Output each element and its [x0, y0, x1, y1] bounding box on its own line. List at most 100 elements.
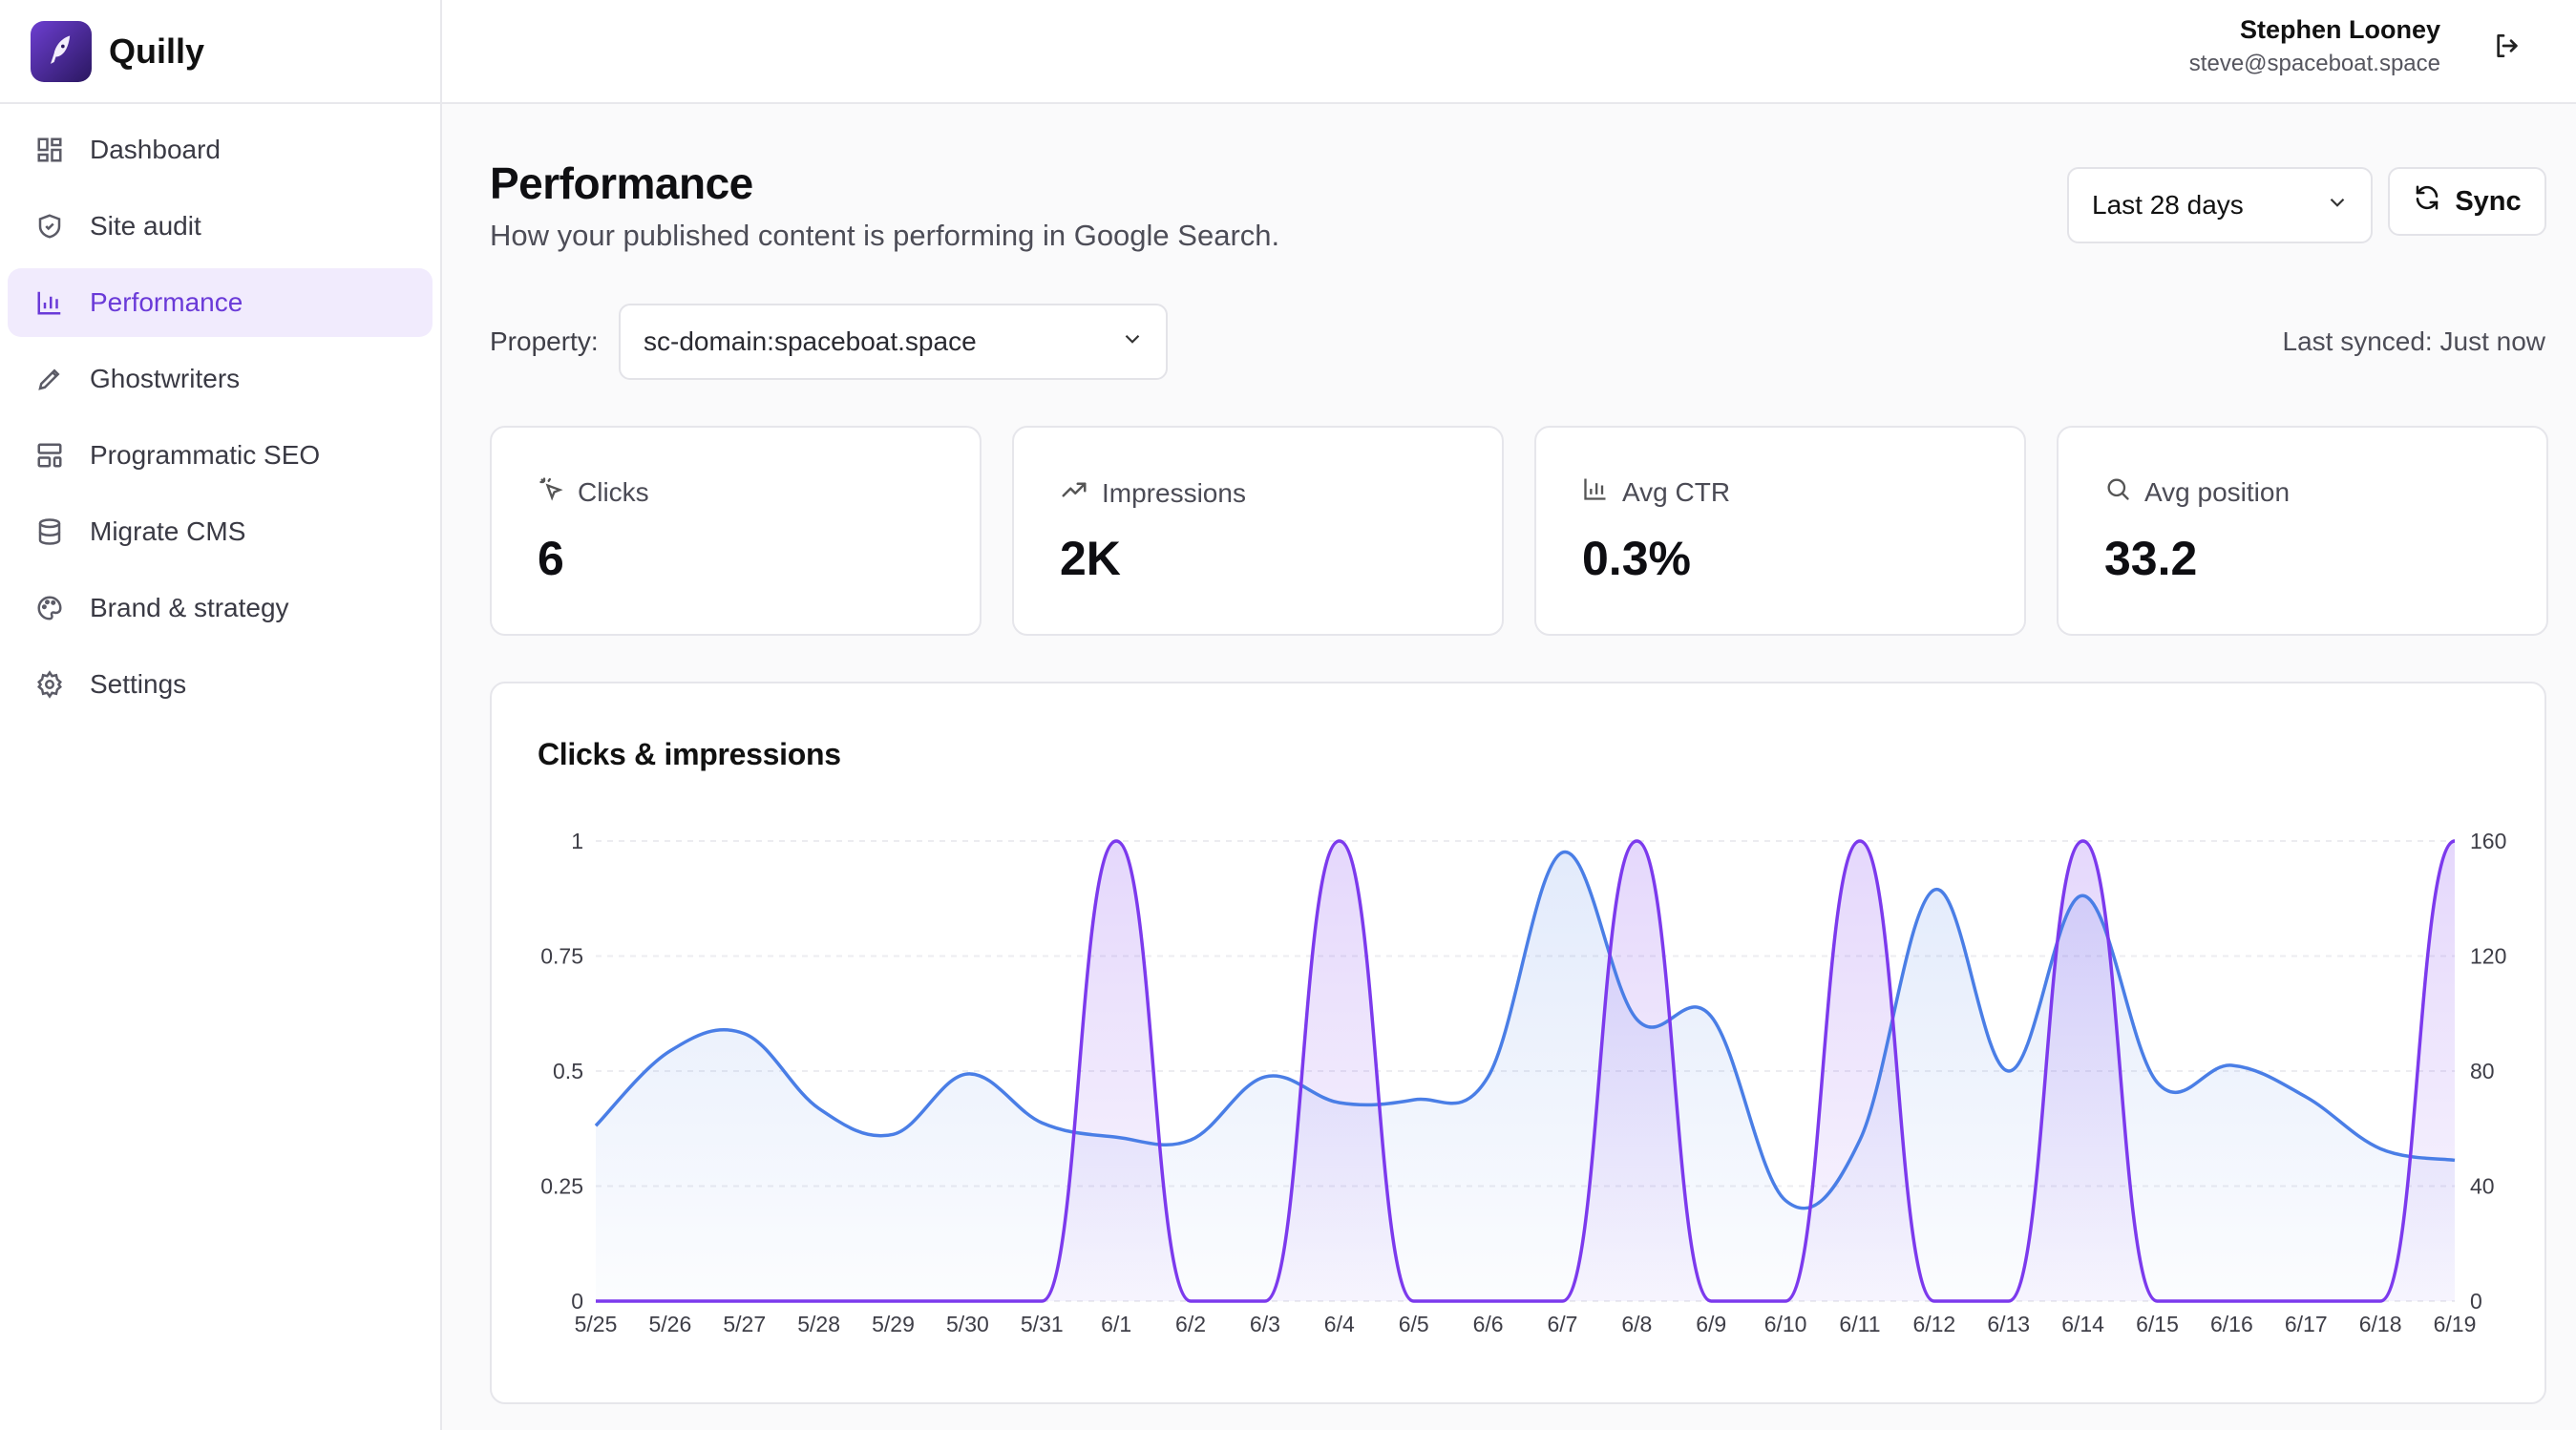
x-axis-tick-label: 6/11 — [1839, 1312, 1880, 1336]
refresh-icon — [2413, 183, 2441, 220]
left-axis-tick-label: 0.25 — [540, 1174, 583, 1199]
x-axis-tick-label: 5/30 — [946, 1312, 989, 1336]
x-axis-tick-label: 5/29 — [872, 1312, 915, 1336]
property-label: Property: — [490, 326, 599, 356]
quill-logo-icon[interactable] — [31, 20, 92, 82]
sidebar-item-migrate-cms[interactable]: Migrate CMS — [8, 497, 433, 566]
right-axis-tick-label: 160 — [2470, 829, 2506, 853]
brand-name: Quilly — [109, 31, 205, 71]
sidebar-item-label: Site audit — [90, 211, 201, 241]
bar-chart-icon — [32, 285, 67, 320]
sync-label: Sync — [2455, 185, 2522, 217]
layout-template-icon — [32, 438, 67, 473]
left-axis-tick-label: 0.5 — [553, 1059, 583, 1083]
sidebar-item-label: Programmatic SEO — [90, 440, 321, 470]
sidebar-item-label: Performance — [90, 287, 243, 317]
metric-value: 6 — [538, 532, 564, 585]
topbar: Stephen Looney steve@spaceboat.space — [442, 0, 2576, 104]
sidebar-item-dashboard[interactable]: Dashboard — [8, 116, 433, 184]
chart-canvas: 0 0.25 0.5 0.75 1 0 40 80 120 160 5/25 5/26 5/27 5/28… — [540, 829, 2506, 1336]
sync-button[interactable]: Sync — [2388, 167, 2546, 236]
metric-value: 33.2 — [2104, 532, 2198, 585]
left-axis-tick-label: 0 — [571, 1289, 583, 1314]
bar-chart-icon — [1582, 475, 1609, 509]
x-axis-tick-label: 6/3 — [1250, 1312, 1280, 1336]
gear-icon — [32, 667, 67, 702]
chevron-down-icon — [1120, 326, 1145, 358]
right-axis-tick-label: 80 — [2470, 1059, 2495, 1083]
impressions-line — [594, 851, 2456, 1210]
metric-card-clicks: Clicks 6 — [490, 426, 982, 636]
x-axis-tick-label: 6/12 — [1912, 1312, 1955, 1336]
impressions-area — [596, 852, 2455, 1301]
sidebar-item-settings[interactable]: Settings — [8, 650, 433, 719]
sidebar-item-site-audit[interactable]: Site audit — [8, 192, 433, 261]
sidebar-item-label: Dashboard — [90, 135, 221, 164]
right-axis-tick-label: 0 — [2470, 1289, 2482, 1314]
user-info: Stephen Looney steve@spaceboat.space — [2189, 15, 2440, 77]
sidebar: Quilly Dashboard Site audit Performance … — [0, 0, 442, 1430]
clicks-impressions-chart: Clicks & impressions 0 0.25 0.5 0.75 1 0 40 80 1… — [490, 682, 2546, 1404]
sidebar-item-ghostwriters[interactable]: Ghostwriters — [8, 345, 433, 413]
x-axis-tick-label: 6/14 — [2061, 1312, 2104, 1336]
metric-card-header: Avg CTR — [1582, 475, 1730, 509]
right-axis-tick-label: 120 — [2470, 944, 2506, 969]
x-axis-tick-label: 5/27 — [723, 1312, 766, 1336]
x-axis-tick-label: 6/5 — [1399, 1312, 1429, 1336]
x-axis-tick-label: 6/19 — [2434, 1312, 2477, 1336]
date-range-value: Last 28 days — [2092, 190, 2244, 220]
user-email: steve@spaceboat.space — [2188, 51, 2440, 76]
x-axis-tick-label: 6/17 — [2285, 1312, 2328, 1336]
sidebar-nav: Dashboard Site audit Performance Ghostwr… — [0, 104, 440, 738]
x-axis-tick-label: 5/31 — [1021, 1312, 1064, 1336]
clicks-area — [596, 841, 2455, 1301]
metric-card-impressions: Impressions 2K — [1012, 426, 1504, 636]
sidebar-item-brand-strategy[interactable]: Brand & strategy — [8, 574, 433, 642]
x-axis-tick-label: 6/4 — [1324, 1312, 1355, 1336]
x-axis-tick-label: 6/15 — [2136, 1312, 2179, 1336]
palette-icon — [32, 591, 67, 625]
sidebar-item-label: Migrate CMS — [90, 516, 246, 546]
x-axis-tick-label: 5/25 — [575, 1312, 618, 1336]
property-select[interactable]: sc-domain:spaceboat.space — [619, 304, 1168, 380]
chart-title: Clicks & impressions — [538, 737, 841, 771]
x-axis-tick-label: 6/9 — [1696, 1312, 1726, 1336]
sidebar-item-performance[interactable]: Performance — [8, 268, 433, 337]
right-axis-tick-label: 40 — [2470, 1174, 2495, 1199]
x-axis-tick-label: 6/8 — [1621, 1312, 1652, 1336]
metric-card-header: Clicks — [538, 475, 649, 509]
metric-card-header: Avg position — [2104, 475, 2290, 509]
date-range-select[interactable]: Last 28 days — [2067, 167, 2373, 243]
sidebar-item-programmatic-seo[interactable]: Programmatic SEO — [8, 421, 433, 490]
sidebar-item-label: Settings — [90, 669, 187, 699]
left-axis-tick-label: 1 — [571, 829, 583, 853]
metric-cards: Clicks 6 Impressions 2K Avg CTR 0.3% — [490, 426, 2548, 636]
main-content: Performance How your published content i… — [442, 104, 2576, 1430]
x-axis-tick-label: 5/26 — [648, 1312, 691, 1336]
metric-label: Clicks — [578, 476, 649, 507]
x-axis-tick-label: 5/28 — [797, 1312, 840, 1336]
metric-label: Avg position — [2144, 476, 2291, 507]
dashboard-icon — [32, 133, 67, 167]
metric-value: 0.3% — [1582, 532, 1691, 585]
trending-up-icon — [1060, 475, 1088, 511]
x-axis-tick-label: 6/18 — [2359, 1312, 2402, 1336]
x-axis-tick-label: 6/2 — [1175, 1312, 1206, 1336]
user-name: Stephen Looney — [2239, 15, 2440, 44]
metric-label: Impressions — [1102, 477, 1246, 508]
clicks-line — [596, 839, 2456, 1303]
database-icon — [32, 515, 67, 549]
metric-card-header: Impressions — [1060, 475, 1246, 511]
x-axis-tick-label: 6/16 — [2210, 1312, 2253, 1336]
shield-check-icon — [32, 209, 67, 243]
click-icon — [538, 475, 564, 509]
x-axis-tick-label: 6/7 — [1547, 1312, 1577, 1336]
left-axis-tick-label: 0.75 — [540, 944, 583, 969]
search-icon — [2104, 475, 2131, 509]
brand: Quilly — [0, 0, 440, 104]
x-axis-tick-label: 6/10 — [1764, 1312, 1807, 1336]
last-synced: Last synced: Just now — [2282, 326, 2545, 356]
logout-icon[interactable] — [2488, 27, 2526, 65]
sidebar-item-label: Ghostwriters — [90, 364, 241, 393]
page-title: Performance — [490, 158, 753, 208]
